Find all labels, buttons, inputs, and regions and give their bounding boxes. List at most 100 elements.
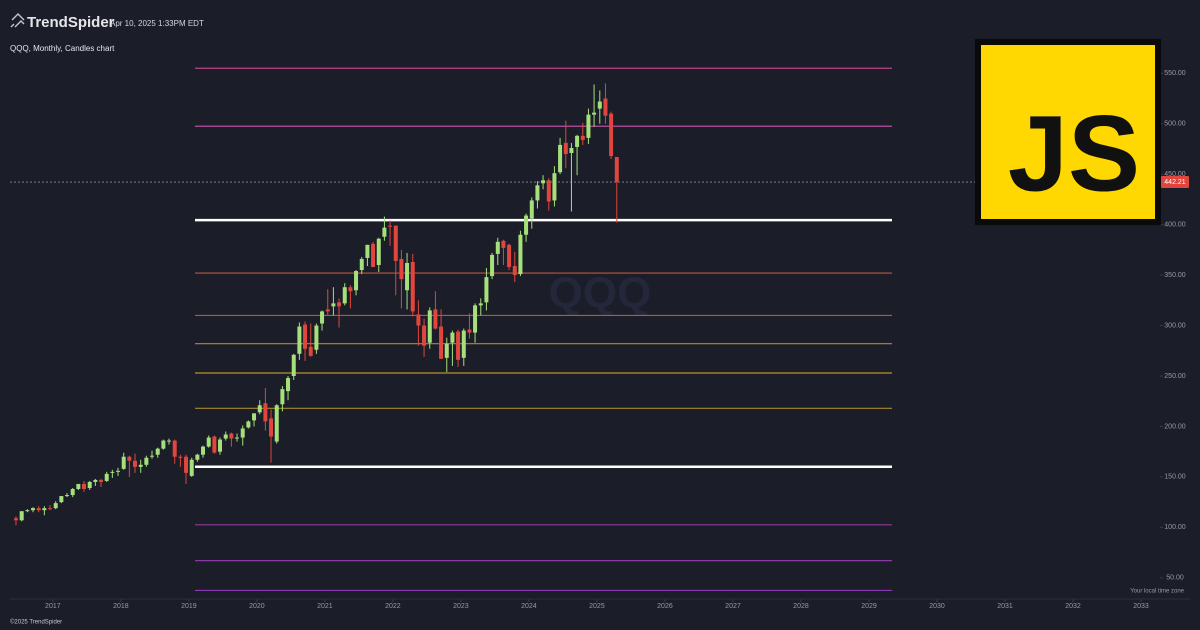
candle-body [104, 473, 109, 481]
candle-body [490, 254, 495, 277]
candle-body [161, 440, 166, 449]
timezone-note: Your local time zone [1130, 589, 1184, 595]
candle-body [116, 470, 121, 472]
y-tick-label: 50.00 [1166, 575, 1184, 582]
candle-body [427, 310, 432, 343]
x-tick-label: 2022 [385, 603, 401, 610]
candle-body [297, 326, 302, 354]
candle-body [201, 446, 206, 455]
x-tick-label: 2019 [181, 603, 197, 610]
candle-body [240, 428, 245, 438]
watermark: QQQ [549, 269, 652, 318]
candle-body [586, 114, 591, 138]
candle-body [36, 508, 41, 511]
candle-body [388, 225, 393, 227]
candle-body [365, 244, 370, 258]
candle-body [53, 503, 58, 509]
candle-body [410, 261, 415, 312]
x-tick-label: 2024 [521, 603, 537, 610]
x-tick-label: 2027 [725, 603, 741, 610]
x-tick-label: 2023 [453, 603, 469, 610]
candle-body [473, 305, 478, 333]
candle-body [399, 258, 404, 280]
y-tick-label: 450.00 [1164, 171, 1186, 178]
candle-body [461, 330, 466, 358]
candle-body [484, 277, 489, 303]
candle-body [563, 142, 568, 155]
candle-body [354, 271, 359, 291]
candle-body [212, 436, 217, 453]
candle-body [42, 508, 47, 511]
candle-body [467, 329, 472, 333]
x-tick-label: 2026 [657, 603, 673, 610]
candle-body [30, 508, 35, 511]
candle-body [252, 413, 257, 421]
x-tick-label: 2025 [589, 603, 605, 610]
candle-body [274, 405, 279, 442]
candle-body [98, 479, 103, 482]
candle-body [206, 437, 211, 447]
candle-body [218, 439, 223, 452]
candle-body [167, 440, 172, 442]
y-tick-label: 500.00 [1164, 121, 1186, 128]
candle-body [524, 215, 529, 235]
candle-body [546, 180, 551, 202]
candle-body [269, 418, 274, 437]
candle-body [348, 287, 353, 292]
last-price-label: 442.21 [1164, 179, 1186, 186]
candle-body [235, 437, 240, 439]
y-tick-label: 100.00 [1164, 524, 1186, 531]
x-tick-label: 2033 [1133, 603, 1149, 610]
x-tick-label: 2028 [793, 603, 809, 610]
candle-body [393, 225, 398, 261]
candle-body [609, 113, 614, 157]
candle-body [286, 378, 291, 392]
candle-body [456, 331, 461, 360]
candle-body [342, 287, 347, 304]
candle-body [495, 241, 500, 254]
candle-body [76, 483, 81, 490]
candle-body [178, 456, 183, 458]
candle-body [263, 403, 268, 422]
candle-body [246, 421, 251, 428]
candle-body [501, 240, 506, 248]
candle-body [507, 244, 512, 268]
candle-body [280, 389, 285, 405]
candle-body [371, 243, 376, 268]
x-tick-label: 2031 [997, 603, 1013, 610]
candle-body [308, 346, 313, 356]
x-tick-label: 2018 [113, 603, 129, 610]
copyright: ©2025 TrendSpider [10, 619, 62, 626]
badge-fill [981, 45, 1155, 219]
candle-body [376, 238, 381, 266]
candle-body [121, 456, 126, 469]
candle-body [25, 510, 30, 512]
x-tick-label: 2029 [861, 603, 877, 610]
candle-body [529, 200, 534, 219]
candle-body [597, 101, 602, 109]
x-tick-label: 2017 [45, 603, 61, 610]
candle-body [110, 471, 115, 473]
badge-text: JS [1008, 93, 1140, 214]
candle-body [325, 309, 330, 312]
candle-body [189, 459, 194, 476]
candle-body [592, 112, 597, 115]
candle-body [422, 325, 427, 346]
candle-body [535, 185, 540, 201]
candle-body [19, 511, 24, 521]
x-tick-label: 2020 [249, 603, 265, 610]
candle-body [337, 302, 342, 307]
candle-body [59, 496, 64, 503]
y-tick-label: 550.00 [1164, 70, 1186, 77]
candle-body [144, 457, 149, 465]
y-tick-label: 200.00 [1164, 423, 1186, 430]
candle-body [439, 326, 444, 359]
y-tick-label: 400.00 [1164, 221, 1186, 228]
candle-body [552, 173, 557, 201]
candle-body [138, 464, 143, 467]
candle-body [229, 433, 234, 439]
brand-name: TrendSpider [27, 14, 115, 31]
candle-body [478, 303, 483, 306]
candle-body [155, 448, 160, 455]
